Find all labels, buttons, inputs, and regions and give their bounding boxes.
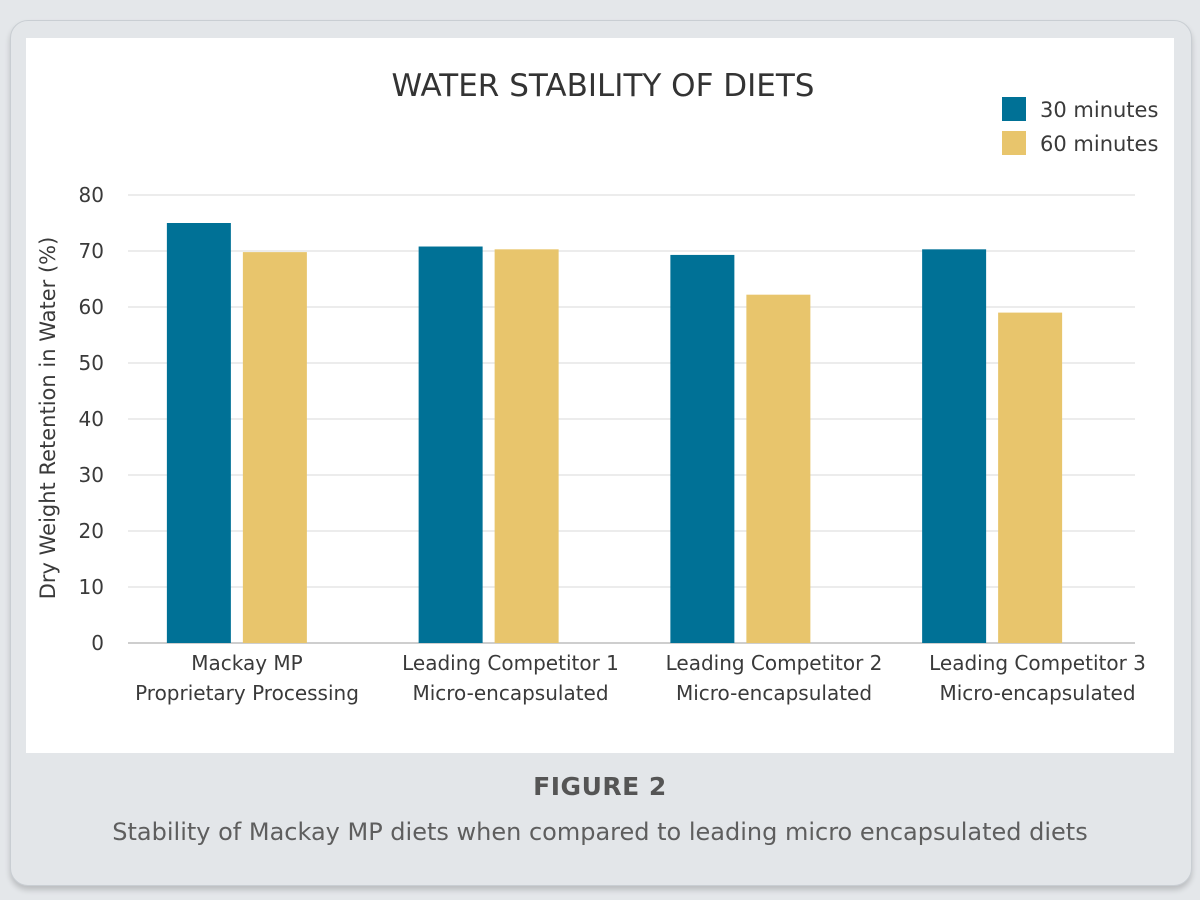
figure-label: FIGURE 2 — [533, 772, 667, 801]
chart-title: WATER STABILITY OF DIETS — [392, 68, 815, 104]
legend-swatch — [1002, 131, 1026, 155]
x-tick-label: Proprietary Processing — [135, 681, 359, 705]
y-axis-label: Dry Weight Retention in Water (%) — [36, 237, 60, 600]
y-tick-label: 10 — [79, 575, 104, 599]
y-tick-label: 30 — [79, 463, 104, 487]
x-tick-label: Micro-encapsulated — [939, 681, 1135, 705]
x-tick-label: Mackay MP — [191, 651, 303, 675]
bar-series1 — [922, 249, 987, 643]
x-tick-label: Leading Competitor 1 — [402, 651, 619, 675]
y-tick-label: 60 — [79, 295, 104, 319]
bar-series2 — [998, 312, 1063, 643]
legend-label: 30 minutes — [1040, 98, 1158, 122]
bar-series1 — [166, 223, 231, 643]
x-tick-label: Micro-encapsulated — [412, 681, 608, 705]
x-tick-label: Leading Competitor 2 — [666, 651, 883, 675]
legend-swatch — [1002, 97, 1026, 121]
bar-series2 — [494, 249, 559, 643]
legend: 30 minutes 60 minutes — [1002, 97, 1158, 156]
bar-series2 — [746, 294, 811, 643]
bar-series1 — [418, 246, 483, 643]
figure-caption: Stability of Mackay MP diets when compar… — [112, 818, 1088, 846]
legend-label: 60 minutes — [1040, 132, 1158, 156]
x-axis-ticks: Mackay MP Proprietary Processing Leading C… — [135, 651, 1146, 705]
bars — [166, 223, 1063, 644]
y-axis-ticks: 0 10 20 30 40 50 60 70 80 — [79, 183, 104, 655]
x-tick-label: Micro-encapsulated — [676, 681, 872, 705]
y-tick-label: 40 — [79, 407, 104, 431]
y-tick-label: 0 — [91, 631, 104, 655]
x-tick-label: Leading Competitor 3 — [929, 651, 1146, 675]
y-tick-label: 20 — [79, 519, 104, 543]
bar-series1 — [670, 254, 735, 644]
y-tick-label: 70 — [79, 239, 104, 263]
bar-series2 — [242, 252, 307, 643]
y-tick-label: 50 — [79, 351, 104, 375]
y-tick-label: 80 — [79, 183, 104, 207]
